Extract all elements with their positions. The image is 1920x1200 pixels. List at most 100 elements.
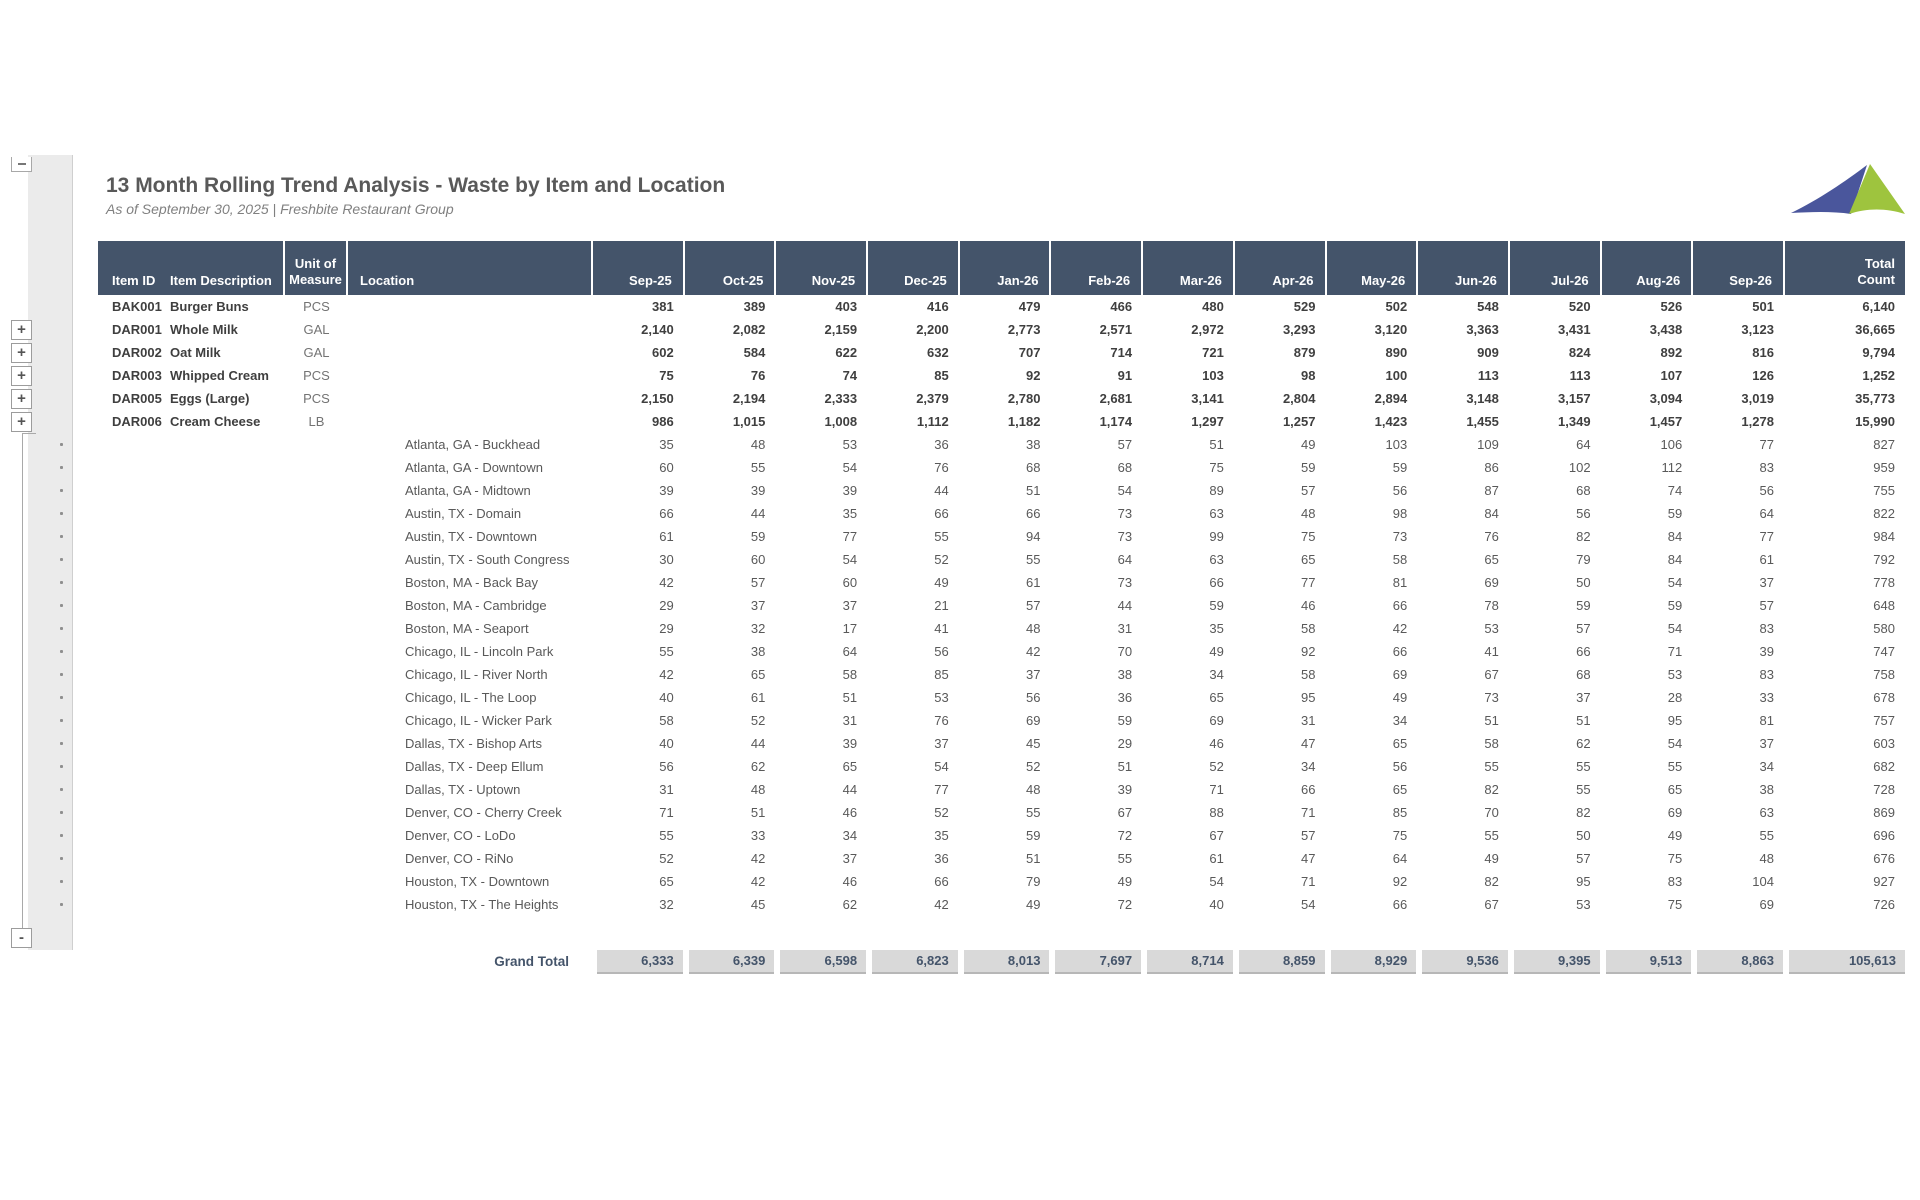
month-value-cell: 69	[1392, 667, 1408, 682]
month-value-cell: 40	[1209, 897, 1224, 912]
month-value-cell: 66	[1209, 575, 1224, 590]
month-value-cell: 42	[750, 851, 766, 866]
location-cell: Dallas, TX - Deep Ellum	[405, 759, 544, 774]
month-value-cell: 49	[1301, 437, 1316, 452]
month-value-cell: 60	[842, 575, 858, 590]
month-value-cell: 42	[659, 667, 674, 682]
total-value-cell: 9,794	[1862, 345, 1895, 360]
item-description-cell	[170, 709, 285, 732]
month-value-cell: 49	[1484, 851, 1499, 866]
grand-total-value-box: 8,013	[963, 950, 1050, 974]
month-value-cell: 65	[659, 874, 674, 889]
month-value-cell: 2,200	[916, 322, 949, 337]
month-value-cell: 479	[1018, 299, 1041, 314]
total-value-cell: 580	[1873, 621, 1895, 636]
item-description-cell	[170, 732, 285, 755]
unit-cell	[285, 732, 348, 755]
column-header-month: Jun-26	[1418, 241, 1510, 295]
total-value-cell: 755	[1873, 483, 1895, 498]
month-value-cell: 53	[1576, 897, 1591, 912]
month-value-cell: 520	[1568, 299, 1591, 314]
month-value-cell: 29	[659, 621, 674, 636]
total-value-cell: 35,773	[1855, 391, 1895, 406]
month-value-cell: 2,140	[641, 322, 674, 337]
total-value-cell: 778	[1873, 575, 1895, 590]
month-value-cell: 34	[1209, 667, 1224, 682]
month-value-cell: 52	[1025, 759, 1041, 774]
month-value-cell: 54	[1667, 621, 1683, 636]
month-value-cell: 61	[1209, 851, 1224, 866]
column-header-location: Location	[348, 241, 593, 295]
month-value-cell: 57	[1025, 598, 1041, 613]
month-value-cell: 76	[1484, 529, 1499, 544]
item-description-cell	[170, 801, 285, 824]
total-value-cell: 676	[1873, 851, 1895, 866]
month-value-cell: 103	[1202, 368, 1224, 383]
month-value-cell: 42	[1392, 621, 1408, 636]
item-description-cell: Whipped Cream	[170, 368, 269, 383]
outline-expand-button[interactable]: +	[11, 320, 32, 340]
month-value-cell: 52	[934, 552, 949, 567]
month-value-cell: 31	[1301, 713, 1316, 728]
unit-cell	[285, 502, 348, 525]
location-cell: Denver, CO - LoDo	[405, 828, 516, 843]
outline-expand-button[interactable]: +	[11, 389, 32, 409]
month-value-cell: 39	[1117, 782, 1133, 797]
location-cell: Denver, CO - RiNo	[405, 851, 514, 866]
month-value-cell: 68	[1576, 667, 1591, 682]
outline-detail-dot	[60, 627, 63, 630]
month-value-cell: 59	[1301, 460, 1316, 475]
month-value-cell: 73	[1392, 529, 1408, 544]
month-value-cell: 74	[842, 368, 858, 383]
month-value-cell: 3,438	[1649, 322, 1683, 337]
location-row: Chicago, IL - Wicker Park 58 52 31 76 69 59 69 3…	[98, 709, 1905, 732]
column-header-month: Feb-26	[1051, 241, 1144, 295]
location-row: Dallas, TX - Bishop Arts 40 44 39 37 45 29 46 47…	[98, 732, 1905, 755]
outline-collapse-button[interactable]: -	[11, 928, 32, 948]
unit-cell: PCS	[303, 299, 330, 314]
location-cell: Atlanta, GA - Midtown	[405, 483, 531, 498]
month-value-cell: 65	[1392, 782, 1408, 797]
total-value-cell: 822	[1873, 506, 1895, 521]
month-value-cell: 29	[659, 598, 674, 613]
location-cell: Atlanta, GA - Buckhead	[405, 437, 541, 452]
column-header-unit-of-measure: Unit of Measure	[285, 241, 348, 295]
item-id-cell	[98, 686, 170, 709]
month-value-cell: 112	[1661, 460, 1683, 475]
month-value-cell: 107	[1660, 368, 1683, 383]
grand-total-cell: 105,613	[1785, 950, 1905, 974]
month-value-cell: 66	[1392, 598, 1408, 613]
month-value-cell: 82	[1576, 805, 1591, 820]
month-value-cell: 75	[1667, 897, 1683, 912]
item-id-cell: DAR003	[112, 368, 162, 383]
month-value-cell: 95	[1576, 874, 1591, 889]
outline-detail-dot	[60, 834, 63, 837]
item-description-cell	[170, 755, 285, 778]
month-value-cell: 39	[842, 483, 858, 498]
location-row: Denver, CO - RiNo 52 42 37 36 51 55 61 47 64 49 57 7…	[98, 847, 1905, 870]
month-value-cell: 584	[743, 345, 766, 360]
grand-total-value-box: 8,714	[1147, 950, 1233, 974]
outline-detail-dot	[60, 443, 63, 446]
month-value-cell: 48	[1759, 851, 1774, 866]
total-value-cell: 747	[1873, 644, 1895, 659]
outline-expand-button[interactable]: +	[11, 412, 32, 432]
month-value-cell: 602	[651, 345, 674, 360]
outline-partial-button[interactable]	[11, 157, 32, 172]
month-value-cell: 98	[1392, 506, 1408, 521]
unit-cell	[285, 870, 348, 893]
month-value-cell: 51	[1025, 483, 1041, 498]
month-value-cell: 82	[1576, 529, 1591, 544]
outline-detail-dot	[60, 581, 63, 584]
location-row: Chicago, IL - The Loop 40 61 51 53 56 36 65 95 49…	[98, 686, 1905, 709]
month-value-cell: 54	[1209, 874, 1224, 889]
outline-expand-button[interactable]: +	[11, 343, 32, 363]
month-value-cell: 74	[1667, 483, 1683, 498]
month-value-cell: 33	[1759, 690, 1774, 705]
month-value-cell: 55	[934, 529, 949, 544]
unit-cell	[285, 847, 348, 870]
outline-expand-button[interactable]: +	[11, 366, 32, 386]
location-row: Chicago, IL - River North 42 65 58 85 37 38 34 5…	[98, 663, 1905, 686]
grand-total-value-box: 6,339	[688, 950, 775, 974]
